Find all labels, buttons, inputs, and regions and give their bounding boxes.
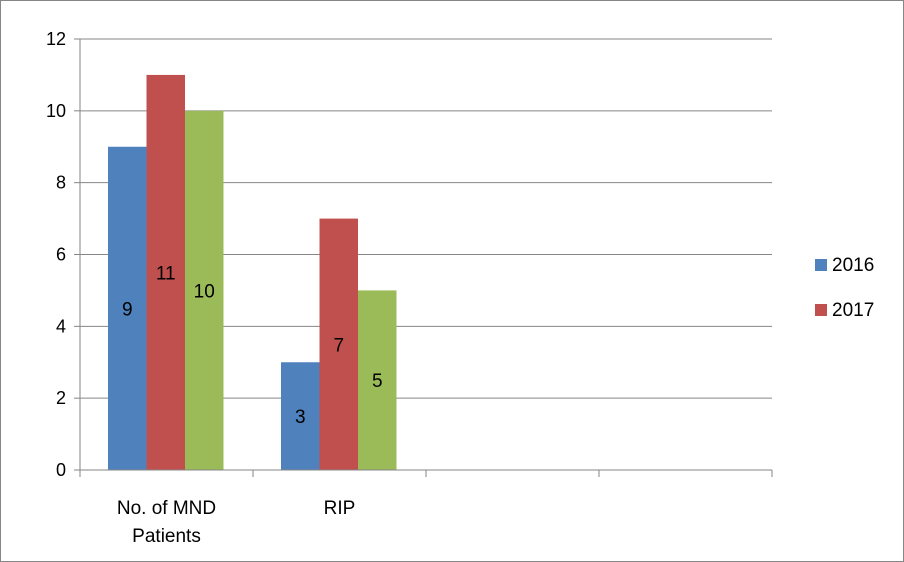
bar xyxy=(281,362,320,470)
y-tick-labels: 0 2 4 6 8 10 12 xyxy=(46,29,66,480)
data-label: 10 xyxy=(194,281,215,302)
y-tick-label: 8 xyxy=(56,173,66,193)
x-tick-label: Patients xyxy=(132,526,201,547)
bar xyxy=(358,290,397,470)
y-tick-label: 4 xyxy=(56,316,66,336)
y-tick-label: 10 xyxy=(46,101,66,121)
bar xyxy=(319,218,358,470)
bar xyxy=(146,74,185,471)
x-tick-label: RIP xyxy=(324,498,356,519)
data-labels: 9 3 11 7 10 5 xyxy=(122,263,383,428)
data-label: 3 xyxy=(295,407,306,428)
legend: 2016 2017 xyxy=(815,255,874,321)
data-label: 5 xyxy=(372,371,383,392)
y-tick-label: 0 xyxy=(56,460,66,480)
axes xyxy=(74,38,773,477)
data-label: 9 xyxy=(122,299,133,320)
legend-entry: 2017 xyxy=(832,300,874,321)
data-label: 7 xyxy=(333,335,344,356)
x-tick-labels: No. of MND Patients RIP xyxy=(117,498,355,547)
bar xyxy=(108,146,147,470)
x-tick-label: No. of MND xyxy=(117,498,216,519)
y-tick-label: 6 xyxy=(56,245,66,265)
data-label: 11 xyxy=(156,263,176,284)
y-tick-label: 12 xyxy=(46,29,66,49)
y-tick-label: 2 xyxy=(56,388,66,408)
legend-entry: 2016 xyxy=(832,255,874,276)
legend-swatch xyxy=(815,259,827,271)
legend-swatch xyxy=(815,304,827,316)
bars xyxy=(108,74,397,471)
bar xyxy=(185,110,224,470)
